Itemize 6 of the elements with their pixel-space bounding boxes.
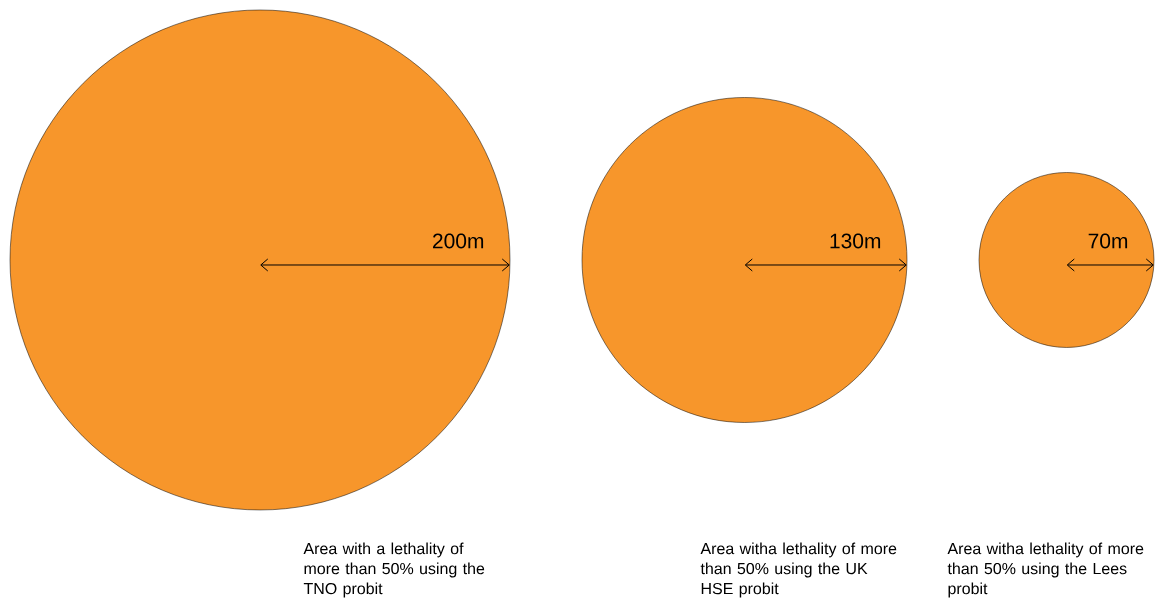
data-label: 130m: [830, 233, 881, 249]
category-label: Area with a lethality of more than 50% using the TNO probit: [303, 542, 485, 598]
data-label: 200m: [433, 233, 484, 249]
category-label: Area witha lethality of more than 50% using the Lees probit: [947, 542, 1144, 598]
data-label: 70m: [1088, 233, 1128, 249]
category-label: Area witha lethality of more than 50% using the UK HSE probit: [700, 542, 897, 598]
